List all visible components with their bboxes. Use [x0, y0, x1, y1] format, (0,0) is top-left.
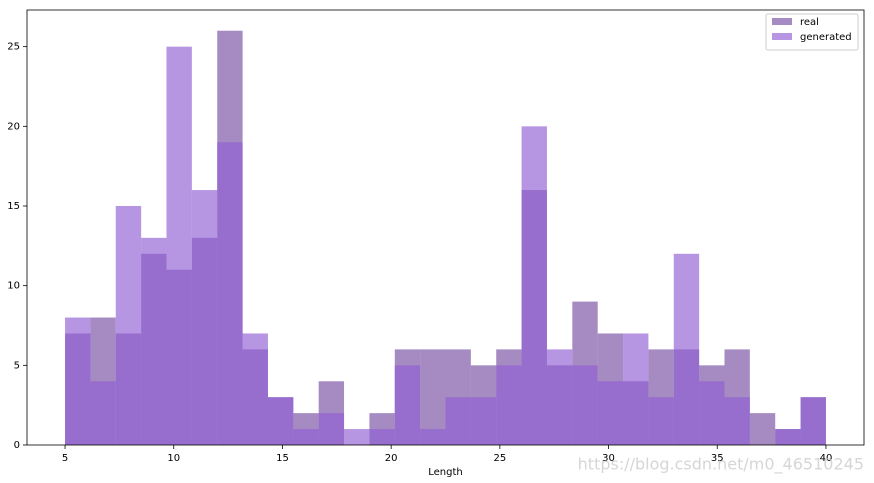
histogram-bar — [115, 205, 142, 445]
histogram-bar — [699, 381, 725, 445]
histogram-bar — [191, 190, 218, 445]
histogram-bar — [420, 429, 446, 445]
y-tick-label: 15 — [7, 201, 20, 212]
histogram-bar — [293, 429, 319, 445]
legend-label: generated — [800, 32, 852, 43]
y-tick-label: 25 — [7, 42, 20, 53]
histogram-bar — [521, 126, 547, 446]
plot-frame — [26, 9, 865, 446]
histogram-bar — [749, 413, 776, 445]
histogram-bar — [242, 333, 268, 445]
y-tick-label: 5 — [14, 360, 20, 371]
x-tick-label: 25 — [493, 453, 506, 464]
x-axis-label: Length — [428, 467, 463, 478]
histogram-bar — [470, 397, 497, 445]
histogram-bar — [623, 333, 649, 445]
histogram-bar — [572, 365, 598, 445]
histogram-bar — [267, 397, 294, 445]
histogram-bar — [496, 365, 522, 445]
histogram-bar — [394, 365, 421, 445]
histogram-bar — [217, 142, 243, 445]
histogram-bar — [141, 237, 167, 445]
y-tick-label: 10 — [7, 281, 20, 292]
y-tick-label: 0 — [14, 440, 20, 451]
histogram-bar — [775, 429, 801, 445]
histogram-bar — [546, 349, 573, 445]
x-tick-label: 5 — [62, 453, 68, 464]
histogram-bar — [318, 413, 345, 445]
x-tick-label: 20 — [385, 453, 398, 464]
legend-label: real — [800, 17, 819, 28]
histogram-bar — [724, 397, 750, 445]
histogram-bar — [445, 397, 471, 445]
x-tick-label: 10 — [167, 453, 180, 464]
x-tick-label: 40 — [820, 453, 833, 464]
legend-swatch — [772, 33, 792, 40]
histogram-bar — [673, 253, 700, 445]
histogram-bar — [166, 46, 192, 446]
histogram-bar — [369, 429, 395, 445]
watermark: https://blog.csdn.net/m0_46510245 — [578, 455, 864, 475]
histogram-bar — [648, 397, 674, 445]
histogram-bar — [65, 317, 91, 445]
y-tick-label: 20 — [7, 121, 20, 132]
histogram-bar — [344, 429, 370, 445]
x-tick-label: 35 — [711, 453, 724, 464]
x-tick-label: 30 — [602, 453, 615, 464]
x-tick-label: 15 — [276, 453, 289, 464]
histogram-bar — [420, 349, 446, 445]
histogram-bar — [90, 381, 116, 445]
histogram-bar — [597, 381, 624, 445]
legend-swatch — [772, 18, 792, 25]
histogram-bar — [800, 397, 826, 445]
